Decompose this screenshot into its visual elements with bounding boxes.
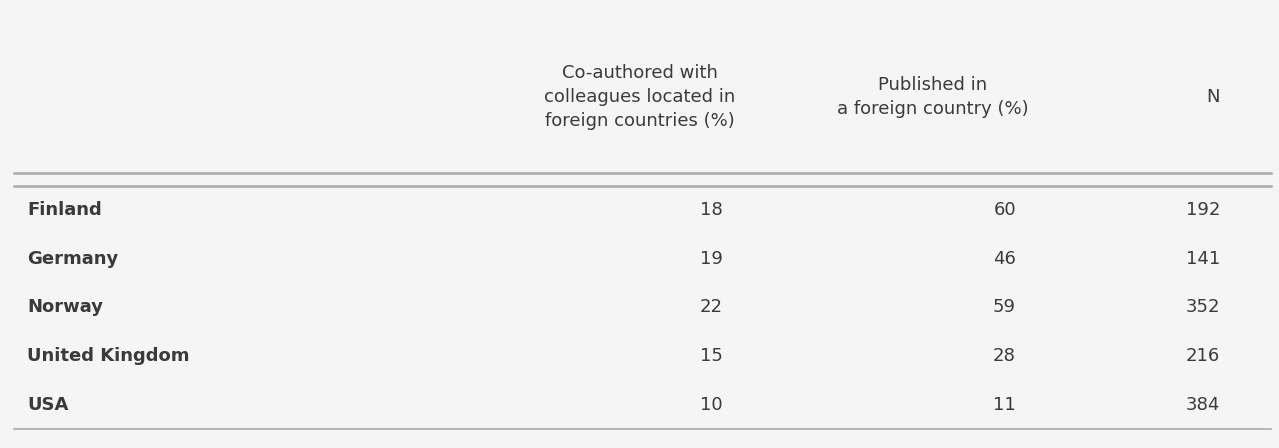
Text: 59: 59 xyxy=(993,298,1016,316)
Text: Norway: Norway xyxy=(27,298,102,316)
Text: Co-authored with
colleagues located in
foreign countries (%): Co-authored with colleagues located in f… xyxy=(544,64,735,130)
Text: 352: 352 xyxy=(1186,298,1220,316)
Text: 10: 10 xyxy=(700,396,723,414)
Text: 15: 15 xyxy=(700,347,723,365)
Text: Germany: Germany xyxy=(27,250,118,268)
Text: 11: 11 xyxy=(994,396,1016,414)
Text: 384: 384 xyxy=(1186,396,1220,414)
Text: 60: 60 xyxy=(994,202,1016,220)
Text: 22: 22 xyxy=(700,298,723,316)
Text: USA: USA xyxy=(27,396,68,414)
Text: 141: 141 xyxy=(1186,250,1220,268)
Text: 192: 192 xyxy=(1186,202,1220,220)
Text: United Kingdom: United Kingdom xyxy=(27,347,189,365)
Text: 216: 216 xyxy=(1186,347,1220,365)
Text: Finland: Finland xyxy=(27,202,101,220)
Text: 19: 19 xyxy=(700,250,723,268)
Text: 46: 46 xyxy=(993,250,1016,268)
Text: Published in
a foreign country (%): Published in a foreign country (%) xyxy=(838,76,1028,118)
Text: 18: 18 xyxy=(700,202,723,220)
Text: N: N xyxy=(1206,88,1220,106)
Text: 28: 28 xyxy=(993,347,1016,365)
